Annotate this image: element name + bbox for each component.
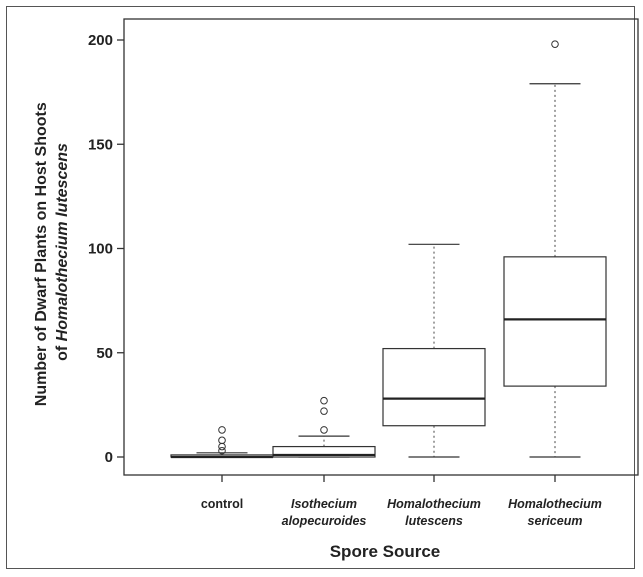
- box-group: [503, 40, 607, 458]
- outlier-point: [320, 407, 328, 415]
- y-tick-label: 150: [88, 136, 113, 153]
- x-tick-label: lutescens: [405, 514, 463, 528]
- box: [503, 256, 607, 387]
- y-axis-label: Number of Dwarf Plants on Host Shoots of…: [33, 98, 71, 406]
- outlier-point: [218, 436, 226, 445]
- x-tick-label: sericeum: [528, 514, 583, 528]
- y-axis-label-line2-prefix: of: [54, 341, 71, 361]
- y-tick-label: 50: [96, 345, 113, 362]
- y-axis-label-line2: of Homalothecium lutescens: [54, 143, 71, 361]
- x-axis-label: Spore Source: [330, 542, 441, 561]
- x-tick-label: alopecuroides: [282, 514, 367, 528]
- x-tick-label: Homalothecium: [508, 497, 602, 511]
- y-axis: 0 50 100 150 200: [88, 32, 124, 466]
- box-group: [272, 396, 376, 458]
- y-tick-label: 200: [88, 32, 113, 49]
- x-tick-label: Isothecium: [291, 497, 357, 511]
- outlier-point: [218, 446, 226, 455]
- plot-area: [123, 18, 639, 476]
- y-tick-label: 100: [88, 241, 113, 258]
- outlier-point: [320, 426, 328, 434]
- plot-border: [123, 18, 639, 476]
- outlier-point: [320, 396, 328, 405]
- outlier-point: [218, 442, 226, 451]
- y-axis-label-line1: Number of Dwarf Plants on Host Shoots: [33, 102, 50, 406]
- outlier-point: [218, 426, 226, 434]
- box: [382, 347, 486, 427]
- box: [272, 445, 376, 458]
- outlier-point: [551, 40, 559, 48]
- y-tick-label: 0: [105, 449, 113, 466]
- box-group: [382, 243, 486, 458]
- x-tick-label: Homalothecium: [387, 497, 481, 511]
- x-tick-label: control: [201, 497, 243, 511]
- box-group: [170, 426, 274, 459]
- x-axis: control Isothecium alopecuroides Homalothec…: [201, 475, 602, 528]
- y-axis-label-line2-italic: Homalothecium lutescens: [54, 143, 71, 341]
